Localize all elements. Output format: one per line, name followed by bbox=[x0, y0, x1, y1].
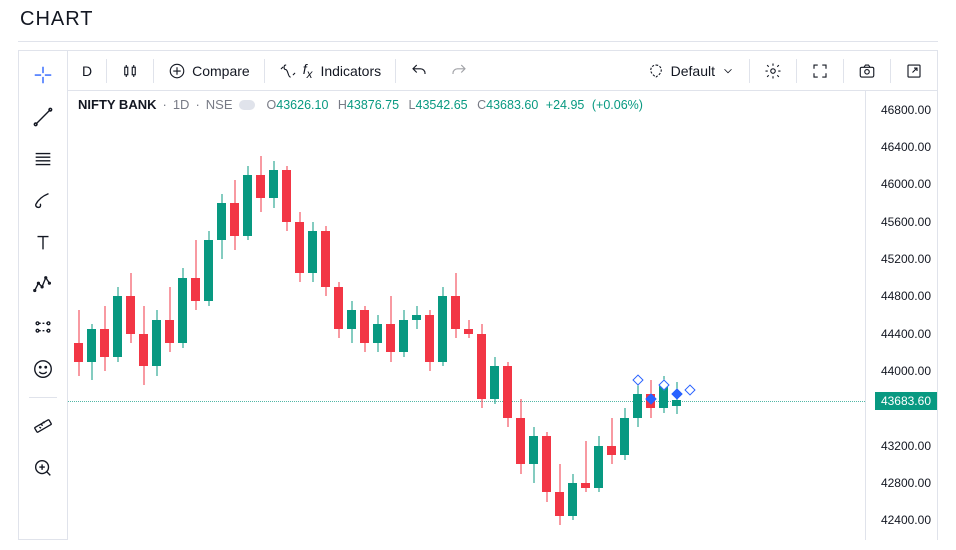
legend: NIFTY BANK · 1D · NSE O43626.10 H43876.7… bbox=[78, 97, 643, 112]
fx-label: fx bbox=[303, 61, 313, 81]
symbol-name[interactable]: NIFTY BANK bbox=[78, 97, 156, 112]
crosshair-tool[interactable] bbox=[25, 57, 61, 93]
timeframe-button[interactable]: D bbox=[72, 55, 102, 87]
separator bbox=[395, 59, 396, 83]
y-tick: 46000.00 bbox=[881, 177, 931, 191]
drawing-toolbar bbox=[18, 50, 68, 540]
pattern-tool[interactable] bbox=[25, 267, 61, 303]
brush-tool[interactable] bbox=[25, 183, 61, 219]
main-panel: D Compare fxIndicators Default NI bbox=[68, 50, 938, 540]
snapshot-button[interactable] bbox=[848, 55, 886, 87]
separator bbox=[264, 59, 265, 83]
y-tick: 45200.00 bbox=[881, 252, 931, 266]
y-tick: 45600.00 bbox=[881, 215, 931, 229]
separator bbox=[106, 59, 107, 83]
separator bbox=[890, 59, 891, 83]
y-tick: 44000.00 bbox=[881, 364, 931, 378]
exchange: NSE bbox=[206, 97, 233, 112]
chart-marker[interactable] bbox=[684, 384, 695, 395]
trendline-tool[interactable] bbox=[25, 99, 61, 135]
workspace: D Compare fxIndicators Default NI bbox=[0, 50, 956, 540]
fullscreen-button[interactable] bbox=[801, 55, 839, 87]
y-tick: 44800.00 bbox=[881, 289, 931, 303]
y-tick: 43200.00 bbox=[881, 439, 931, 453]
separator bbox=[153, 59, 154, 83]
timeframe-label: D bbox=[82, 63, 92, 79]
template-label: Default bbox=[671, 63, 715, 79]
chart-area[interactable]: NIFTY BANK · 1D · NSE O43626.10 H43876.7… bbox=[68, 91, 937, 540]
y-axis[interactable]: 46800.00 46400.00 46000.00 45600.00 45200.00… bbox=[865, 91, 937, 540]
plot[interactable]: NIFTY BANK · 1D · NSE O43626.10 H43876.7… bbox=[68, 91, 865, 540]
redo-button[interactable] bbox=[440, 55, 478, 87]
page-title: CHART bbox=[0, 0, 956, 41]
emoji-tool[interactable] bbox=[25, 351, 61, 387]
forecast-tool[interactable] bbox=[25, 309, 61, 345]
candle-style-button[interactable] bbox=[111, 55, 149, 87]
ohlc: O43626.10 H43876.75 L43542.65 C43683.60 … bbox=[261, 98, 643, 112]
fib-tool[interactable] bbox=[25, 141, 61, 177]
separator bbox=[843, 59, 844, 83]
divider bbox=[18, 41, 938, 42]
text-tool[interactable] bbox=[25, 225, 61, 261]
y-tick: 42400.00 bbox=[881, 513, 931, 527]
compare-button[interactable]: Compare bbox=[158, 55, 260, 87]
chart-marker[interactable] bbox=[632, 375, 643, 386]
popout-button[interactable] bbox=[895, 55, 933, 87]
y-tick: 46400.00 bbox=[881, 140, 931, 154]
legend-toggle-icon[interactable] bbox=[239, 100, 255, 110]
compare-label: Compare bbox=[192, 63, 250, 79]
measure-tool[interactable] bbox=[25, 408, 61, 444]
indicators-label: Indicators bbox=[320, 63, 381, 79]
y-tick: 44400.00 bbox=[881, 327, 931, 341]
top-toolbar: D Compare fx Indicators Default bbox=[68, 51, 937, 91]
price-line bbox=[68, 401, 865, 402]
template-button[interactable]: Default bbox=[637, 55, 745, 87]
separator bbox=[749, 59, 750, 83]
settings-button[interactable] bbox=[754, 55, 792, 87]
y-tick: 42800.00 bbox=[881, 476, 931, 490]
separator bbox=[796, 59, 797, 83]
last-price-tag: 43683.60 bbox=[875, 392, 937, 410]
undo-button[interactable] bbox=[400, 55, 438, 87]
chart-marker[interactable] bbox=[671, 389, 682, 400]
tool-separator bbox=[29, 397, 57, 398]
y-tick: 46800.00 bbox=[881, 103, 931, 117]
interval: 1D bbox=[173, 97, 190, 112]
zoom-tool[interactable] bbox=[25, 450, 61, 486]
indicators-button[interactable]: fx Indicators bbox=[269, 55, 391, 87]
